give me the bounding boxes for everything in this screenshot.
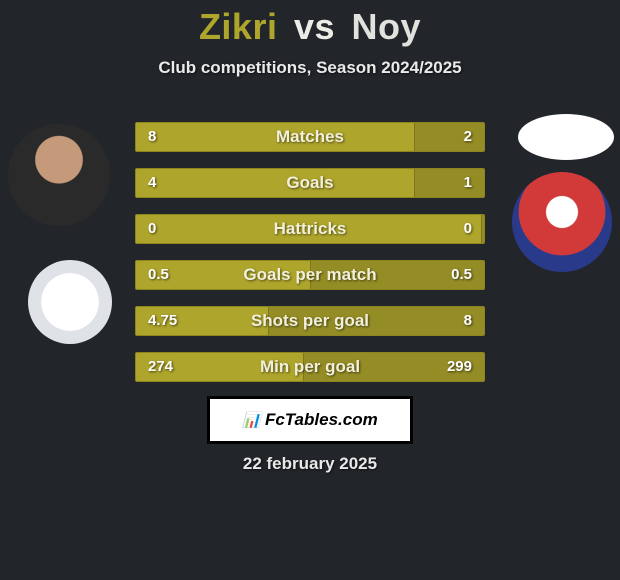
stat-row: 8 Matches 2 — [135, 122, 485, 152]
date-label: 22 february 2025 — [0, 454, 620, 474]
stat-label: Hattricks — [136, 215, 484, 243]
stat-left-value: 4.75 — [148, 307, 177, 335]
vs-label: vs — [294, 6, 335, 47]
comparison-bars: 8 Matches 2 4 Goals 1 0 Hattricks 0 0.5 … — [135, 122, 485, 398]
player2-photo — [518, 114, 614, 160]
player1-photo — [8, 124, 110, 226]
brand-label: FcTables.com — [265, 410, 378, 430]
stat-row: 4.75 Shots per goal 8 — [135, 306, 485, 336]
stat-right-value: 8 — [464, 307, 472, 335]
stat-right-value: 0.5 — [451, 261, 472, 289]
stat-left-value: 274 — [148, 353, 173, 381]
subtitle: Club competitions, Season 2024/2025 — [0, 58, 620, 78]
stat-left-value: 0.5 — [148, 261, 169, 289]
brand-badge: 📊 FcTables.com — [207, 396, 413, 444]
stat-right-value: 299 — [447, 353, 472, 381]
stat-left-value: 0 — [148, 215, 156, 243]
stat-row: 274 Min per goal 299 — [135, 352, 485, 382]
stat-row: 0 Hattricks 0 — [135, 214, 485, 244]
stat-right-value: 2 — [464, 123, 472, 151]
stat-right-fill — [414, 169, 484, 197]
brand-logo-icon: 📊 — [242, 411, 261, 429]
stat-right-value: 1 — [464, 169, 472, 197]
stat-right-fill — [481, 215, 484, 243]
stat-left-value: 8 — [148, 123, 156, 151]
player2-club-logo — [512, 172, 612, 272]
stat-right-fill — [414, 123, 484, 151]
page-title: Zikri vs Noy — [0, 0, 620, 48]
player1-name: Zikri — [199, 6, 278, 47]
stat-row: 4 Goals 1 — [135, 168, 485, 198]
stat-right-value: 0 — [464, 215, 472, 243]
stat-row: 0.5 Goals per match 0.5 — [135, 260, 485, 290]
stat-left-value: 4 — [148, 169, 156, 197]
stat-right-fill — [268, 307, 484, 335]
player2-name: Noy — [352, 6, 422, 47]
player1-club-logo — [28, 260, 112, 344]
